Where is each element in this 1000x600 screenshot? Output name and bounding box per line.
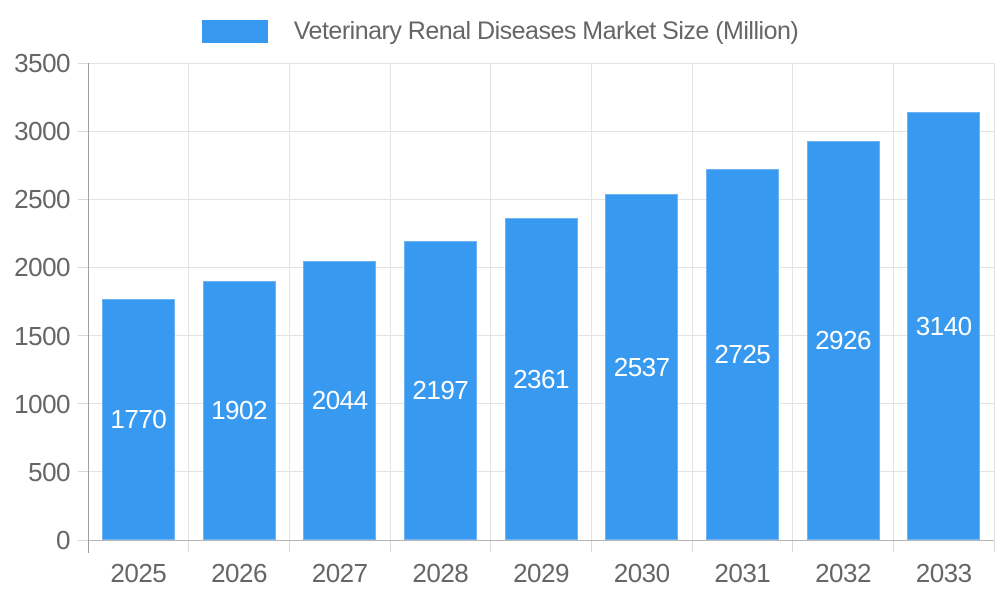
bar-value-label: 2725 xyxy=(714,338,771,369)
x-axis-tick xyxy=(188,541,190,552)
legend-swatch xyxy=(201,19,268,43)
y-axis-tick xyxy=(78,335,88,337)
v-gridline xyxy=(188,63,190,540)
y-axis-tick xyxy=(78,403,88,405)
bar-2031[interactable]: 2725 xyxy=(705,168,779,540)
bar-value-label: 3140 xyxy=(915,310,972,341)
x-axis-line xyxy=(88,539,994,541)
bar-value-label: 2197 xyxy=(412,374,469,405)
v-gridline xyxy=(389,63,391,540)
x-axis-label: 2026 xyxy=(211,558,267,588)
bar-2026[interactable]: 1902 xyxy=(202,280,276,540)
x-axis-label: 2032 xyxy=(815,558,871,588)
y-axis-label: 3000 xyxy=(14,116,70,147)
legend-label: Veterinary Renal Diseases Market Size (M… xyxy=(293,16,799,45)
x-axis-tick xyxy=(993,541,995,552)
x-axis-label: 2029 xyxy=(513,558,569,588)
bar-2032[interactable]: 2926 xyxy=(806,141,880,540)
v-gridline xyxy=(792,63,794,540)
bar-value-label: 2537 xyxy=(613,351,670,382)
v-gridline xyxy=(288,63,290,540)
y-axis-tick xyxy=(78,198,88,200)
y-axis-line xyxy=(87,63,89,553)
v-gridline xyxy=(590,63,592,540)
legend[interactable]: Veterinary Renal Diseases Market Size (M… xyxy=(0,14,1000,48)
y-axis-label: 0 xyxy=(56,525,70,555)
y-axis-tick xyxy=(78,471,88,473)
v-gridline xyxy=(490,63,492,540)
y-axis-label: 2500 xyxy=(14,184,70,215)
x-axis-tick xyxy=(490,541,492,552)
x-axis-tick xyxy=(389,541,391,552)
x-axis-label: 2025 xyxy=(110,558,167,588)
y-axis-label: 1500 xyxy=(14,320,70,351)
bar-value-label: 2361 xyxy=(513,363,569,394)
bar-value-label: 2926 xyxy=(815,325,871,356)
x-axis-label: 2028 xyxy=(412,558,469,588)
y-axis-tick xyxy=(78,539,88,541)
y-axis-label: 500 xyxy=(28,456,70,487)
bar-2029[interactable]: 2361 xyxy=(504,218,578,540)
bar-2025[interactable]: 1770 xyxy=(101,298,175,540)
v-gridline xyxy=(892,63,894,540)
v-gridline xyxy=(691,63,693,540)
bar-value-label: 1902 xyxy=(211,394,267,425)
x-axis-label: 2031 xyxy=(714,558,771,588)
y-axis-tick xyxy=(78,266,88,268)
bar-2030[interactable]: 2537 xyxy=(605,194,679,540)
x-axis-tick xyxy=(792,541,794,552)
y-axis-label: 1000 xyxy=(14,388,70,419)
h-gridline xyxy=(88,62,994,64)
x-axis-tick xyxy=(590,541,592,552)
x-axis-tick xyxy=(288,541,290,552)
v-gridline xyxy=(993,63,995,540)
y-axis-tick xyxy=(78,130,88,132)
bar-value-label: 1770 xyxy=(110,403,167,434)
y-axis-tick xyxy=(78,62,88,64)
y-axis-label: 3500 xyxy=(14,48,70,78)
bar-2033[interactable]: 3140 xyxy=(907,112,981,540)
x-axis-tick xyxy=(892,541,894,552)
bar-2027[interactable]: 2044 xyxy=(303,261,377,540)
x-axis-tick xyxy=(691,541,693,552)
x-axis-label: 2030 xyxy=(613,558,670,588)
y-axis-label: 2000 xyxy=(14,252,70,283)
h-gridline xyxy=(88,130,994,132)
x-axis-label: 2033 xyxy=(915,558,972,588)
bar-value-label: 2044 xyxy=(311,385,368,416)
h-gridline xyxy=(88,198,994,200)
x-axis-label: 2027 xyxy=(311,558,368,588)
bar-2028[interactable]: 2197 xyxy=(403,240,477,540)
